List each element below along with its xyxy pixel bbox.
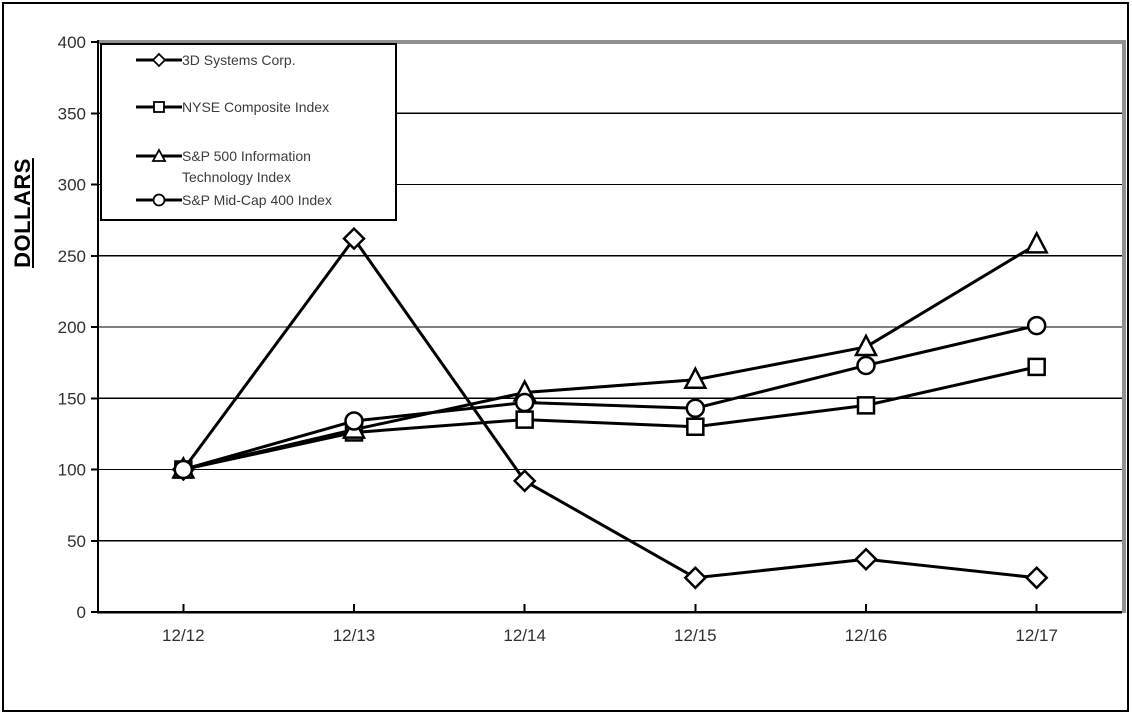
legend-label: S&P Mid-Cap 400 Index [182, 192, 332, 208]
series-line-3 [182, 324, 1038, 471]
y-tick-label: 250 [58, 247, 86, 266]
legend-item: S&P 500 Information Technology Index [136, 146, 395, 188]
legend-label: 3D Systems Corp. [182, 52, 296, 68]
y-tick-label: 50 [67, 532, 86, 551]
triangle-data-point-marker [853, 333, 879, 357]
x-tick-label: 12/13 [333, 626, 376, 645]
x-tick-label: 12/14 [503, 626, 546, 645]
legend-label: NYSE Composite Index [182, 99, 330, 115]
diamond-marker-icon [136, 52, 182, 68]
x-tick-label: 12/16 [845, 626, 888, 645]
legend-item: 3D Systems Corp. [136, 50, 395, 71]
diamond-data-point-marker [1024, 566, 1049, 590]
square-data-point-marker [686, 417, 705, 436]
circle-data-point-marker [1026, 315, 1047, 336]
circle-data-point-marker [173, 459, 194, 480]
y-tick-label: 150 [58, 389, 86, 408]
circle-data-point-marker [514, 392, 535, 413]
circle-data-point-marker [856, 355, 876, 376]
y-tick-label: 200 [58, 318, 86, 337]
circle-data-point-marker [685, 398, 706, 418]
x-tick-label: 12/12 [162, 626, 205, 645]
legend-item: S&P Mid-Cap 400 Index [136, 190, 395, 211]
y-tick-label: 0 [77, 603, 86, 622]
diamond-data-point-marker [854, 547, 878, 572]
chart-legend: 3D Systems Corp. NYSE Composite Index S&P … [100, 43, 397, 221]
diamond-data-point-marker [683, 566, 708, 590]
y-tick-label: 300 [58, 176, 86, 195]
circle-data-point-marker [344, 411, 364, 431]
series-line-0 [182, 237, 1037, 580]
series-line-2 [182, 243, 1038, 471]
square-marker-icon [136, 101, 182, 113]
y-tick-label: 350 [58, 104, 86, 123]
legend-label: S&P 500 Information Technology Index [182, 148, 311, 185]
diamond-data-point-marker [512, 469, 537, 493]
circle-marker-icon [136, 193, 182, 207]
diamond-data-point-marker [342, 226, 366, 251]
x-tick-label: 12/17 [1015, 626, 1058, 645]
square-data-point-marker [515, 410, 534, 429]
series-line-1 [183, 365, 1037, 471]
triangle-data-point-marker [1024, 230, 1049, 254]
triangle-data-point-marker [683, 366, 708, 389]
y-tick-label: 400 [58, 33, 86, 52]
x-tick-label: 12/15 [674, 626, 717, 645]
triangle-marker-icon [136, 148, 182, 162]
square-data-point-marker [1027, 357, 1046, 377]
square-data-point-marker [856, 396, 876, 415]
legend-item: NYSE Composite Index [136, 97, 395, 118]
y-tick-label: 100 [58, 461, 86, 480]
